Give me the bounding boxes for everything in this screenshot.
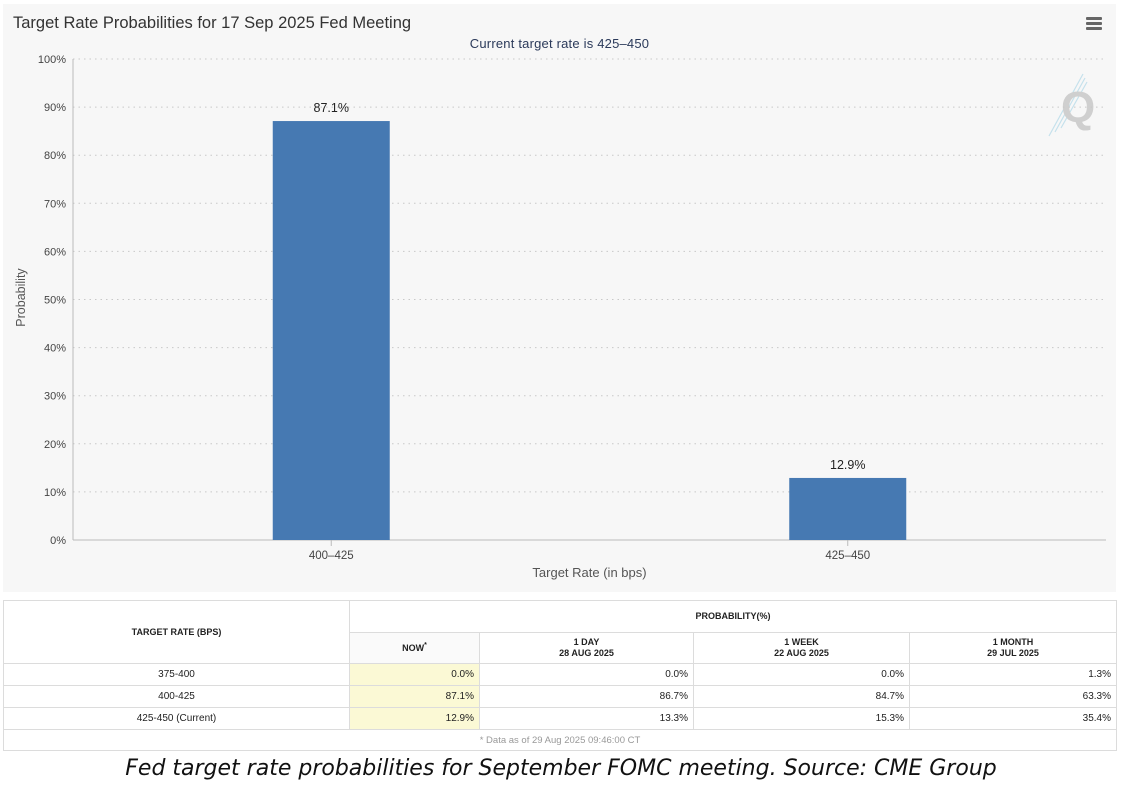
- row-target-rate: 425-450 (Current): [3, 707, 350, 730]
- bar-data-label: 87.1%: [314, 101, 349, 115]
- cell-1-day: 86.7%: [479, 685, 694, 708]
- x-tick-label: 400–425: [309, 550, 354, 562]
- cell-1-day: 0.0%: [479, 663, 694, 686]
- cell-1-week: 84.7%: [693, 685, 910, 708]
- column-header-now: NOW*: [349, 632, 480, 664]
- x-tick-label: 425–450: [825, 550, 870, 562]
- y-tick-label: 100%: [38, 54, 66, 66]
- column-header-1-month: 1 MONTH 29 JUL 2025: [909, 632, 1117, 664]
- column-header-1-week: 1 WEEK 22 AUG 2025: [693, 632, 910, 664]
- q-logo-icon: Q: [1048, 73, 1095, 137]
- bar-data-label: 12.9%: [830, 458, 865, 472]
- y-tick-label: 50%: [44, 295, 66, 307]
- row-target-rate: 375-400: [3, 663, 350, 686]
- chart-panel: Target Rate Probabilities for 17 Sep 202…: [3, 4, 1116, 592]
- cell-1-month: 1.3%: [909, 663, 1117, 686]
- chart-subtitle: Current target rate is 425–450: [469, 36, 650, 51]
- figure-caption: Fed target rate probabilities for Septem…: [125, 756, 997, 781]
- y-axis-title: Probability: [14, 268, 28, 327]
- cell-1-week: 15.3%: [693, 707, 910, 730]
- probability-table: TARGET RATE (BPS) PROBABILITY(%) NOW* 1 …: [3, 600, 1117, 751]
- chart-title: Target Rate Probabilities for 17 Sep 202…: [13, 14, 412, 32]
- y-tick-label: 80%: [44, 150, 66, 162]
- bar: [272, 121, 390, 540]
- data-timestamp-footnote: * Data as of 29 Aug 2025 09:46:00 CT: [3, 729, 1117, 751]
- svg-text:Q: Q: [1061, 83, 1095, 132]
- table-row: 375-400 0.0% 0.0% 0.0% 1.3%: [3, 663, 1117, 686]
- cell-1-month: 35.4%: [909, 707, 1117, 730]
- column-header-1-day: 1 DAY 28 AUG 2025: [479, 632, 694, 664]
- cell-now: 0.0%: [349, 663, 480, 686]
- bar: [789, 477, 907, 540]
- y-tick-label: 0%: [50, 535, 66, 547]
- cell-1-week: 0.0%: [693, 663, 910, 686]
- x-axis-title: Target Rate (in bps): [532, 565, 646, 580]
- probability-header: PROBABILITY(%): [349, 600, 1117, 633]
- y-tick-label: 70%: [44, 198, 66, 210]
- cell-now: 12.9%: [349, 707, 480, 730]
- y-tick-label: 40%: [44, 343, 66, 355]
- cell-1-month: 63.3%: [909, 685, 1117, 708]
- y-tick-label: 30%: [44, 391, 66, 403]
- cell-1-day: 13.3%: [479, 707, 694, 730]
- hamburger-menu-icon[interactable]: [1086, 17, 1102, 31]
- table-row: 400-425 87.1% 86.7% 84.7% 63.3%: [3, 685, 1117, 708]
- y-tick-label: 60%: [44, 246, 66, 258]
- table-row: 425-450 (Current) 12.9% 13.3% 15.3% 35.4…: [3, 707, 1117, 730]
- y-tick-label: 20%: [44, 439, 66, 451]
- row-target-rate: 400-425: [3, 685, 350, 708]
- y-tick-label: 10%: [44, 487, 66, 499]
- y-tick-label: 90%: [44, 102, 66, 114]
- target-rate-header: TARGET RATE (BPS): [3, 600, 350, 664]
- probability-table-container: TARGET RATE (BPS) PROBABILITY(%) NOW* 1 …: [3, 600, 1117, 751]
- chart-plot: 0% 10% 20% 30% 40% 50% 60% 70% 80% 90% 100% 87.1% 40…: [14, 54, 1106, 580]
- cell-now: 87.1%: [349, 685, 480, 708]
